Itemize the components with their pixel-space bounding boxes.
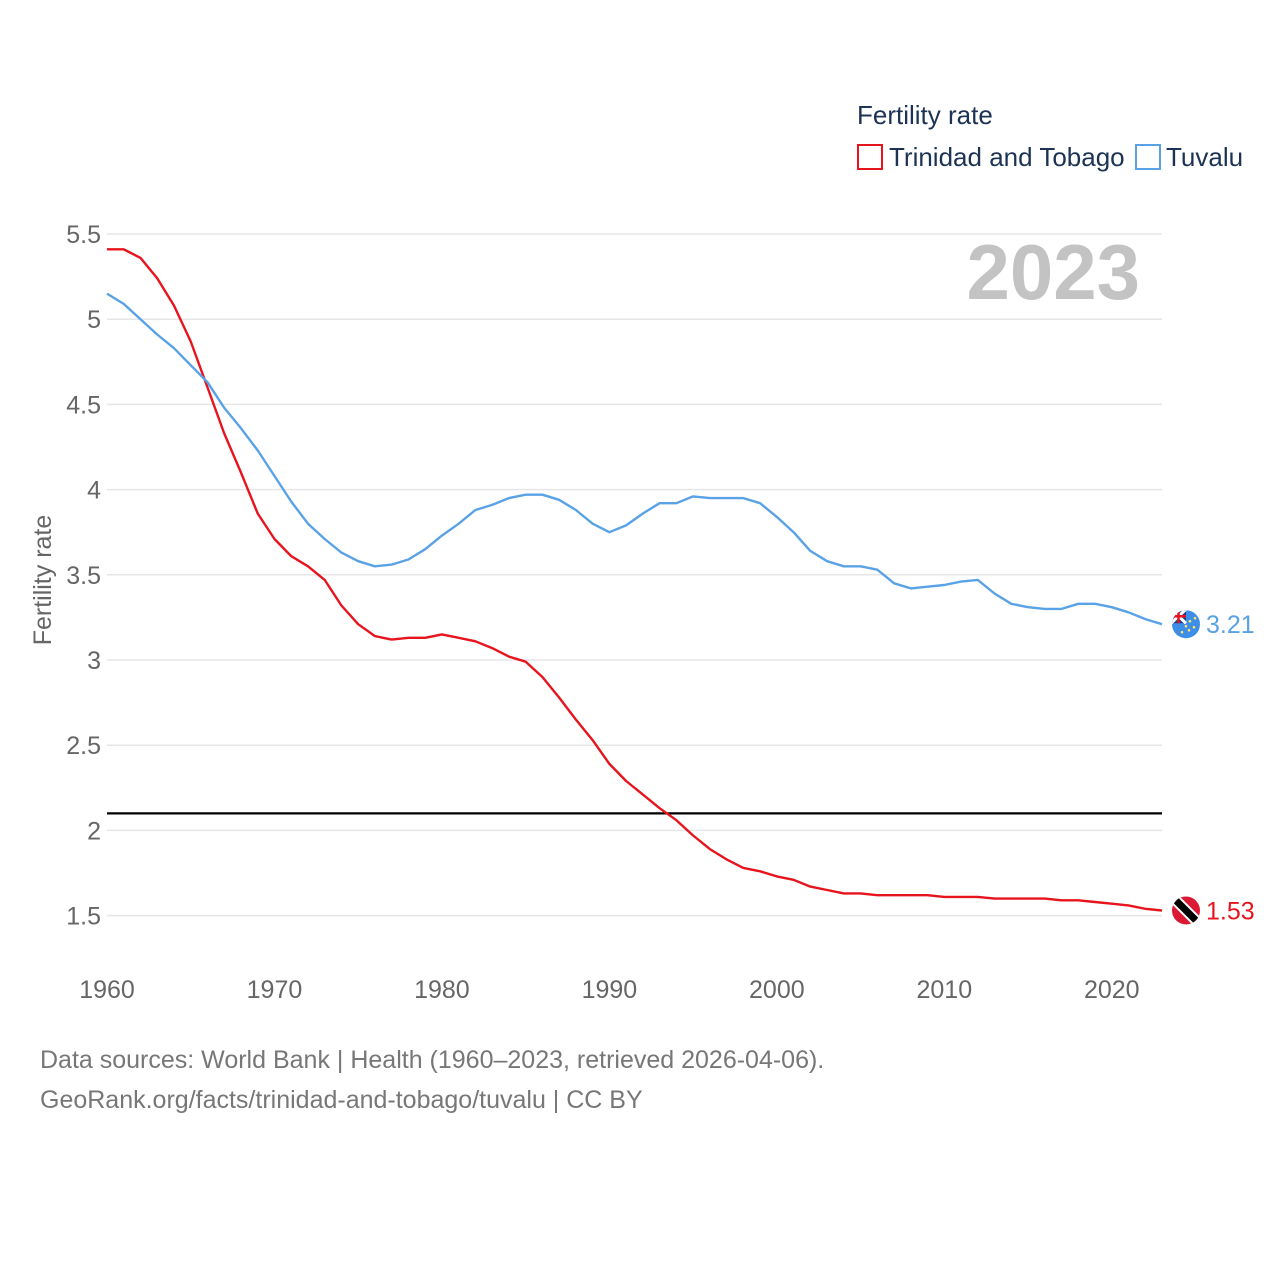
flag-icon-trinidad-and-tobago — [1172, 896, 1200, 925]
y-tick-label: 2 — [87, 817, 101, 845]
flag-icon-tuvalu — [1172, 610, 1200, 639]
y-tick-label: 5.5 — [66, 221, 101, 249]
series-lines — [106, 248, 1163, 912]
x-tick-label: 1970 — [247, 976, 303, 1004]
legend-label-tuvalu: Tuvalu — [1166, 142, 1243, 172]
end-markers: 1.53 3.21 — [1172, 610, 1255, 925]
legend-title: Fertility rate — [857, 100, 993, 130]
y-tick-label: 1.5 — [66, 903, 101, 931]
y-tick-label: 4 — [87, 477, 101, 505]
x-tick-label: 1960 — [79, 976, 135, 1004]
x-tick-label: 1990 — [582, 976, 638, 1004]
x-tick-label: 2010 — [916, 976, 972, 1004]
series-line-tuvalu[interactable] — [106, 292, 1163, 626]
end-value-label-trinidad-and-tobago: 1.53 — [1206, 897, 1255, 925]
series-line-trinidad-and-tobago[interactable] — [107, 248, 1163, 912]
year-label: 2023 — [966, 228, 1140, 316]
x-tick-label: 2000 — [749, 976, 805, 1004]
y-axis-label: Fertility rate — [29, 515, 57, 646]
y-tick-label: 3 — [87, 647, 101, 675]
y-tick-label: 5 — [87, 306, 101, 334]
legend-item-tuvalu[interactable]: Tuvalu — [1135, 142, 1243, 172]
y-tick-label: 2.5 — [66, 732, 101, 760]
y-axis-ticks: 1.5 2 2.5 3 3.5 4 4.5 5 5.5 — [66, 221, 101, 931]
footer: Data sources: World Bank | Health (1960–… — [40, 1040, 824, 1120]
legend-item-trinidad-and-tobago[interactable]: Trinidad and Tobago — [857, 142, 1125, 172]
legend-label-trinidad-and-tobago: Trinidad and Tobago — [889, 142, 1125, 172]
end-value-label-tuvalu: 3.21 — [1206, 611, 1255, 639]
attribution-link[interactable]: GeoRank.org/facts/trinidad-and-tobago/tu… — [40, 1086, 643, 1114]
legend-swatch-tuvalu — [1135, 144, 1161, 170]
x-axis-ticks: 1960 1970 1980 1990 2000 2010 2020 — [79, 976, 1139, 1004]
x-tick-label: 2020 — [1084, 976, 1140, 1004]
y-tick-label: 4.5 — [66, 391, 101, 419]
data-source-text: Data sources: World Bank | Health (1960–… — [40, 1046, 825, 1074]
x-tick-label: 1980 — [414, 976, 470, 1004]
y-tick-label: 3.5 — [66, 562, 101, 590]
legend-swatch-trinidad-and-tobago — [857, 144, 883, 170]
